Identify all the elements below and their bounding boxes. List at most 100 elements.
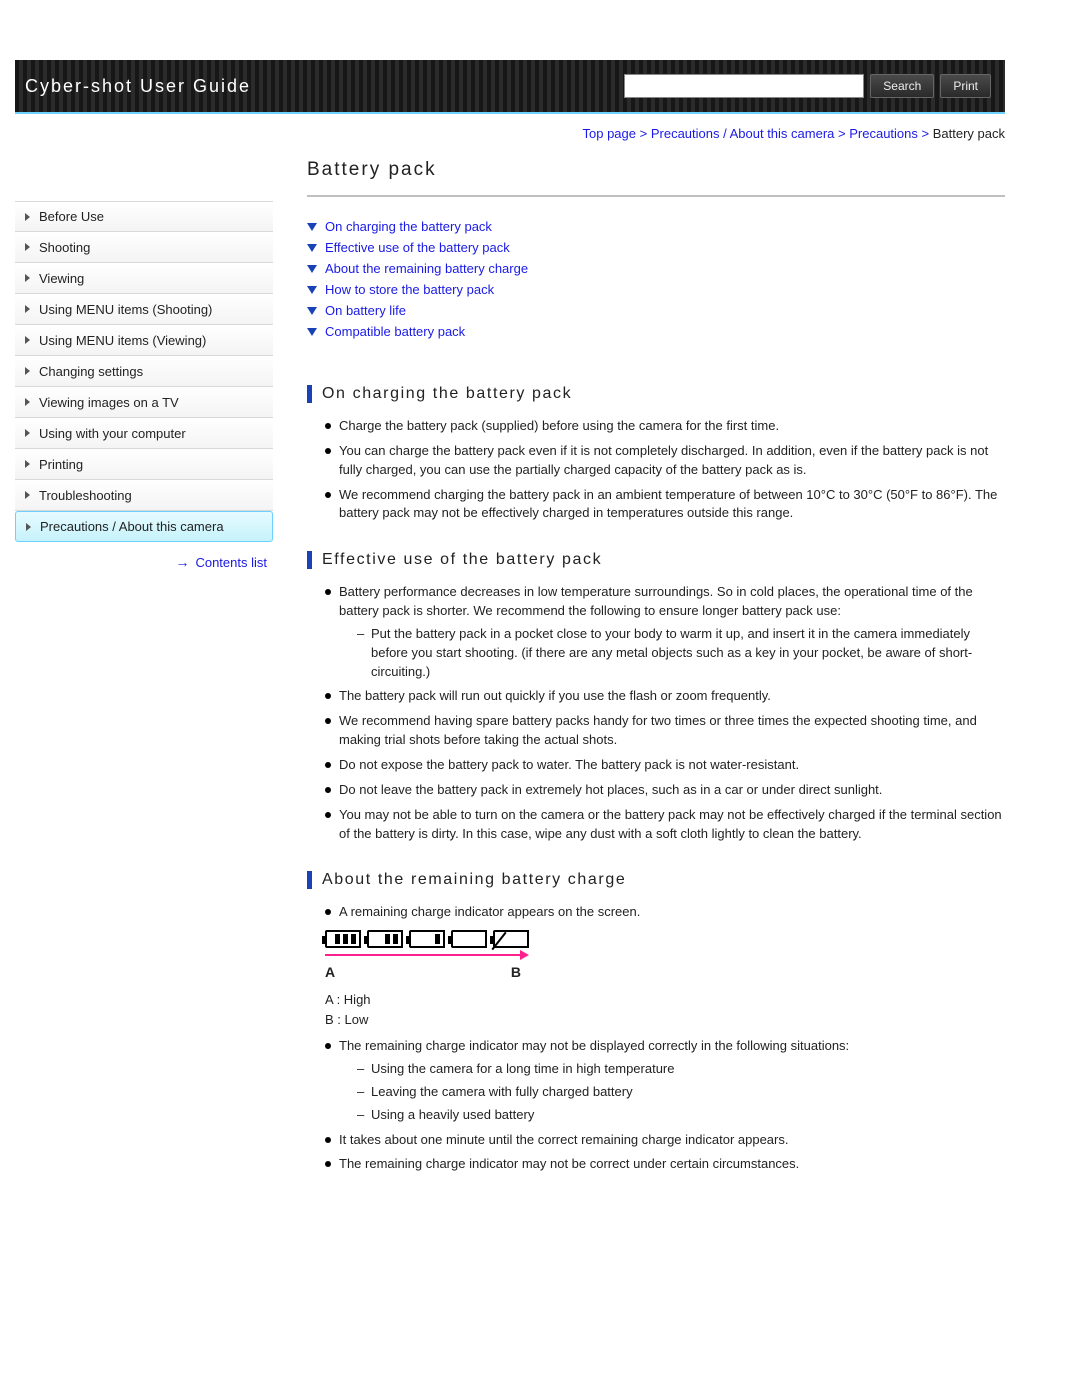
toc-link[interactable]: How to store the battery pack <box>325 282 494 297</box>
chevron-right-icon <box>25 336 30 344</box>
breadcrumb-link[interactable]: Precautions <box>849 126 918 141</box>
sidebar-item-label: Changing settings <box>39 364 143 379</box>
list-item: Battery performance decreases in low tem… <box>325 583 1005 681</box>
battery-icon <box>493 930 529 948</box>
breadcrumb-current: Battery pack <box>933 126 1005 141</box>
sidebar-item[interactable]: Viewing <box>15 263 273 294</box>
chevron-right-icon <box>25 429 30 437</box>
sidebar-item-label: Using MENU items (Shooting) <box>39 302 212 317</box>
toc-link[interactable]: About the remaining battery charge <box>325 261 528 276</box>
list-item: A remaining charge indicator appears on … <box>325 903 1005 922</box>
sidebar-item[interactable]: Troubleshooting <box>15 480 273 511</box>
chevron-right-icon <box>25 460 30 468</box>
legend-b: B : Low <box>325 1010 1005 1030</box>
triangle-down-icon <box>307 307 317 315</box>
contents-list-link[interactable]: Contents list <box>195 555 267 570</box>
sub-list-item: Leaving the camera with fully charged ba… <box>357 1083 1005 1102</box>
chevron-right-icon <box>25 274 30 282</box>
list-item: You may not be able to turn on the camer… <box>325 806 1005 844</box>
chevron-right-icon <box>25 398 30 406</box>
battery-icon <box>409 930 445 948</box>
section-heading-effective-use: Effective use of the battery pack <box>307 551 1005 569</box>
sidebar-item-label: Viewing <box>39 271 84 286</box>
toc-link[interactable]: On charging the battery pack <box>325 219 492 234</box>
chevron-right-icon <box>25 213 30 221</box>
section-list: Battery performance decreases in low tem… <box>307 583 1005 843</box>
section-heading-remaining-charge: About the remaining battery charge <box>307 871 1005 889</box>
sidebar-item[interactable]: Viewing images on a TV <box>15 387 273 418</box>
print-button[interactable]: Print <box>940 74 991 98</box>
search-button[interactable]: Search <box>870 74 934 98</box>
header-actions: Search Print <box>624 74 991 98</box>
breadcrumb-link[interactable]: Top page <box>583 126 637 141</box>
list-item: It takes about one minute until the corr… <box>325 1131 1005 1150</box>
triangle-down-icon <box>307 223 317 231</box>
chevron-right-icon <box>25 491 30 499</box>
sidebar-item[interactable]: Printing <box>15 449 273 480</box>
sub-list: Using the camera for a long time in high… <box>339 1060 1005 1125</box>
sidebar-item-label: Using MENU items (Viewing) <box>39 333 206 348</box>
sidebar-item[interactable]: Using MENU items (Shooting) <box>15 294 273 325</box>
list-item: The remaining charge indicator may not b… <box>325 1155 1005 1174</box>
list-item: Do not leave the battery pack in extreme… <box>325 781 1005 800</box>
arrow-right-icon: → <box>175 554 189 570</box>
battery-icon <box>451 930 487 948</box>
search-input[interactable] <box>624 74 864 98</box>
sidebar-item[interactable]: Using with your computer <box>15 418 273 449</box>
toc-item: On battery life <box>307 303 1005 318</box>
page-title: Battery pack <box>307 159 1005 197</box>
sidebar-item-label: Using with your computer <box>39 426 186 441</box>
sidebar-item[interactable]: Precautions / About this camera <box>15 511 273 542</box>
list-item: We recommend charging the battery pack i… <box>325 486 1005 524</box>
sidebar-item[interactable]: Changing settings <box>15 356 273 387</box>
sidebar-item-label: Viewing images on a TV <box>39 395 179 410</box>
section-list: Charge the battery pack (supplied) befor… <box>307 417 1005 523</box>
sidebar-item-label: Before Use <box>39 209 104 224</box>
toc-link[interactable]: Effective use of the battery pack <box>325 240 510 255</box>
sidebar-item-label: Shooting <box>39 240 90 255</box>
app-title: Cyber-shot User Guide <box>25 76 251 97</box>
toc-link[interactable]: On battery life <box>325 303 406 318</box>
triangle-down-icon <box>307 286 317 294</box>
gauge-label-a: A <box>325 964 335 980</box>
list-item: We recommend having spare battery packs … <box>325 712 1005 750</box>
chevron-right-icon <box>25 367 30 375</box>
section-list: A remaining charge indicator appears on … <box>307 903 1005 922</box>
list-item: You can charge the battery pack even if … <box>325 442 1005 480</box>
sub-list-item: Using a heavily used battery <box>357 1106 1005 1125</box>
chevron-right-icon <box>25 243 30 251</box>
toc-link[interactable]: Compatible battery pack <box>325 324 465 339</box>
main-content: Battery pack On charging the battery pac… <box>273 159 1005 1180</box>
toc: On charging the battery pack Effective us… <box>307 219 1005 339</box>
triangle-down-icon <box>307 265 317 273</box>
list-item: The remaining charge indicator may not b… <box>325 1037 1005 1124</box>
sidebar-item-label: Troubleshooting <box>39 488 132 503</box>
sidebar-item[interactable]: Using MENU items (Viewing) <box>15 325 273 356</box>
battery-icon <box>367 930 403 948</box>
legend-a: A : High <box>325 990 1005 1010</box>
toc-item: Compatible battery pack <box>307 324 1005 339</box>
triangle-down-icon <box>307 328 317 336</box>
gauge-legend: A : High B : Low <box>325 990 1005 1029</box>
gauge-label-b: B <box>511 964 521 980</box>
sidebar-item[interactable]: Shooting <box>15 232 273 263</box>
section-heading-charging: On charging the battery pack <box>307 385 1005 403</box>
breadcrumb: Top page > Precautions / About this came… <box>15 126 1005 141</box>
sidebar: Before Use Shooting Viewing Using MENU item… <box>15 159 273 1180</box>
contents-list-row: → Contents list <box>15 542 273 570</box>
sub-list-item: Put the battery pack in a pocket close t… <box>357 625 1005 682</box>
sub-list-item: Using the camera for a long time in high… <box>357 1060 1005 1079</box>
sidebar-item-label: Printing <box>39 457 83 472</box>
sidebar-item[interactable]: Before Use <box>15 201 273 232</box>
battery-icon <box>325 930 361 948</box>
section-list: The remaining charge indicator may not b… <box>307 1037 1005 1174</box>
toc-item: Effective use of the battery pack <box>307 240 1005 255</box>
toc-item: How to store the battery pack <box>307 282 1005 297</box>
triangle-down-icon <box>307 244 317 252</box>
list-item: Do not expose the battery pack to water.… <box>325 756 1005 775</box>
chevron-right-icon <box>25 305 30 313</box>
gauge-arrow <box>325 954 521 956</box>
list-item: Charge the battery pack (supplied) befor… <box>325 417 1005 436</box>
sidebar-item-label: Precautions / About this camera <box>40 519 224 534</box>
breadcrumb-link[interactable]: Precautions / About this camera <box>651 126 835 141</box>
